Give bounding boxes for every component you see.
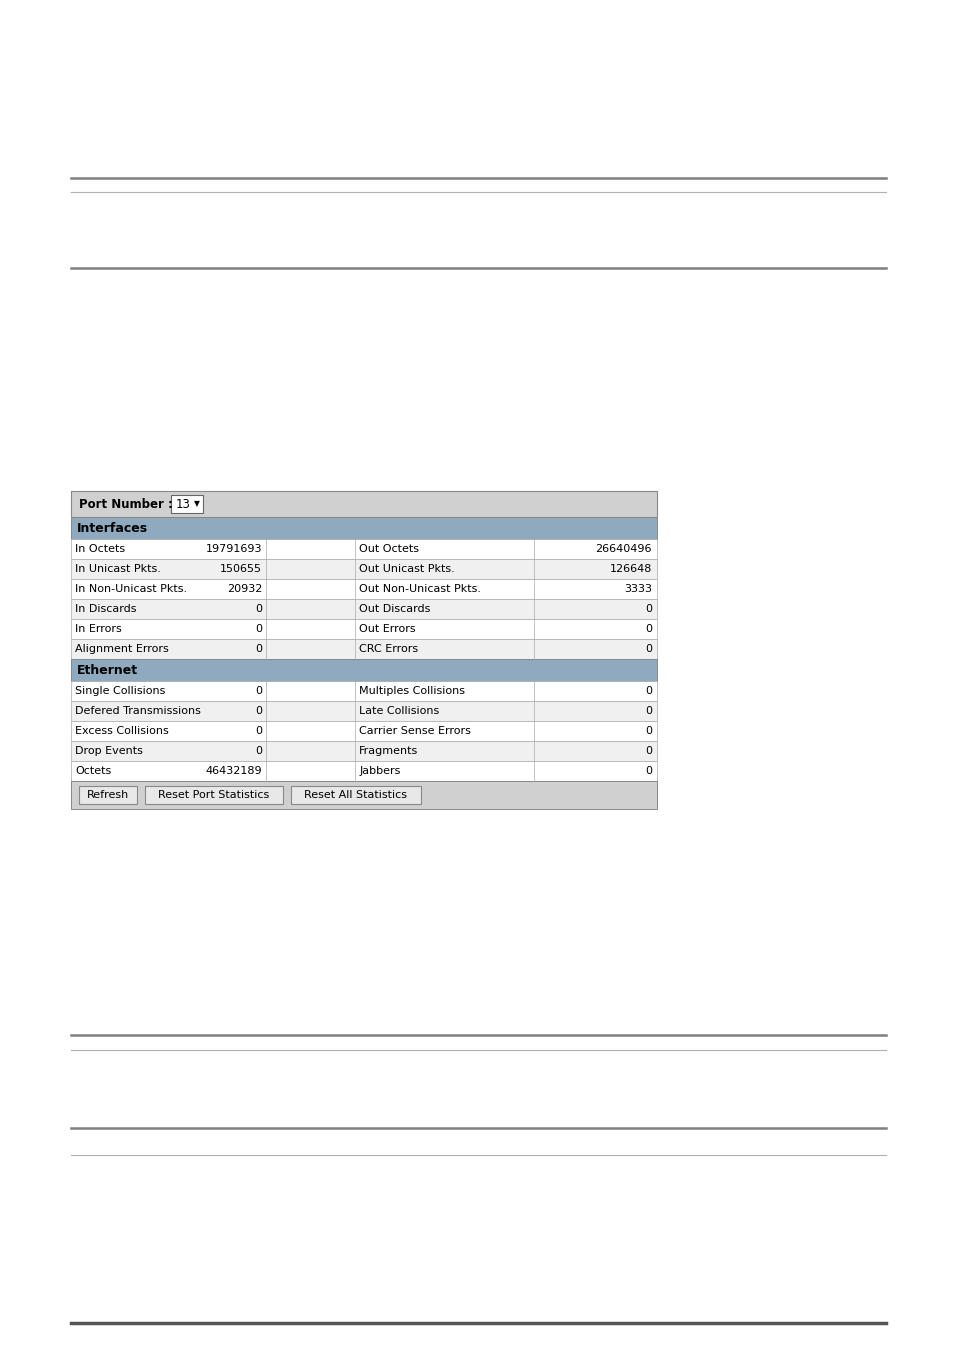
Text: Jabbers: Jabbers (359, 766, 400, 775)
Text: Fragments: Fragments (359, 746, 418, 757)
Text: 0: 0 (254, 624, 262, 634)
Text: Ethernet: Ethernet (77, 663, 138, 677)
Text: 0: 0 (644, 746, 651, 757)
FancyBboxPatch shape (71, 761, 657, 781)
Text: CRC Errors: CRC Errors (359, 644, 418, 654)
Text: 0: 0 (254, 707, 262, 716)
Text: 13: 13 (175, 497, 191, 511)
FancyBboxPatch shape (71, 490, 657, 517)
Text: 150655: 150655 (220, 563, 262, 574)
Text: In Unicast Pkts.: In Unicast Pkts. (75, 563, 161, 574)
FancyBboxPatch shape (71, 598, 657, 619)
Text: Carrier Sense Errors: Carrier Sense Errors (359, 725, 471, 736)
Text: Octets: Octets (75, 766, 112, 775)
Text: Out Errors: Out Errors (359, 624, 416, 634)
FancyBboxPatch shape (71, 659, 657, 681)
Text: 20932: 20932 (227, 584, 262, 594)
Text: 0: 0 (254, 644, 262, 654)
Text: In Errors: In Errors (75, 624, 122, 634)
Text: 0: 0 (254, 725, 262, 736)
Text: 46432189: 46432189 (205, 766, 262, 775)
Text: 0: 0 (644, 707, 651, 716)
FancyBboxPatch shape (291, 786, 420, 804)
FancyBboxPatch shape (171, 494, 203, 513)
FancyBboxPatch shape (79, 786, 137, 804)
FancyBboxPatch shape (71, 517, 657, 539)
Text: Single Collisions: Single Collisions (75, 686, 165, 696)
FancyBboxPatch shape (71, 539, 657, 559)
Text: 0: 0 (644, 644, 651, 654)
Text: 0: 0 (644, 766, 651, 775)
Text: Multiples Collisions: Multiples Collisions (359, 686, 465, 696)
Text: 0: 0 (254, 604, 262, 613)
Text: Out Octets: Out Octets (359, 544, 418, 554)
Text: 0: 0 (644, 725, 651, 736)
Text: ▼: ▼ (193, 500, 200, 508)
Text: 3333: 3333 (623, 584, 651, 594)
Text: 126648: 126648 (609, 563, 651, 574)
Text: 26640496: 26640496 (595, 544, 651, 554)
FancyBboxPatch shape (71, 559, 657, 580)
Text: Out Discards: Out Discards (359, 604, 430, 613)
Text: Late Collisions: Late Collisions (359, 707, 439, 716)
Text: Drop Events: Drop Events (75, 746, 143, 757)
Text: Alignment Errors: Alignment Errors (75, 644, 169, 654)
FancyBboxPatch shape (71, 681, 657, 701)
Text: Out Unicast Pkts.: Out Unicast Pkts. (359, 563, 455, 574)
Text: In Discards: In Discards (75, 604, 136, 613)
FancyBboxPatch shape (71, 721, 657, 740)
FancyBboxPatch shape (71, 701, 657, 721)
FancyBboxPatch shape (71, 639, 657, 659)
Text: Out Non-Unicast Pkts.: Out Non-Unicast Pkts. (359, 584, 480, 594)
Text: 0: 0 (254, 746, 262, 757)
Text: 0: 0 (644, 604, 651, 613)
Text: Defered Transmissions: Defered Transmissions (75, 707, 201, 716)
Text: In Octets: In Octets (75, 544, 125, 554)
Text: 0: 0 (644, 624, 651, 634)
Text: Reset All Statistics: Reset All Statistics (304, 790, 407, 800)
FancyBboxPatch shape (71, 781, 657, 809)
Text: Excess Collisions: Excess Collisions (75, 725, 169, 736)
Text: Port Number :: Port Number : (79, 497, 177, 511)
FancyBboxPatch shape (145, 786, 283, 804)
Text: Reset Port Statistics: Reset Port Statistics (158, 790, 270, 800)
Text: In Non-Unicast Pkts.: In Non-Unicast Pkts. (75, 584, 187, 594)
Text: 0: 0 (254, 686, 262, 696)
Text: Interfaces: Interfaces (77, 521, 148, 535)
FancyBboxPatch shape (71, 619, 657, 639)
Text: 0: 0 (644, 686, 651, 696)
FancyBboxPatch shape (71, 580, 657, 598)
Text: Refresh: Refresh (87, 790, 129, 800)
Text: 19791693: 19791693 (206, 544, 262, 554)
FancyBboxPatch shape (71, 740, 657, 761)
